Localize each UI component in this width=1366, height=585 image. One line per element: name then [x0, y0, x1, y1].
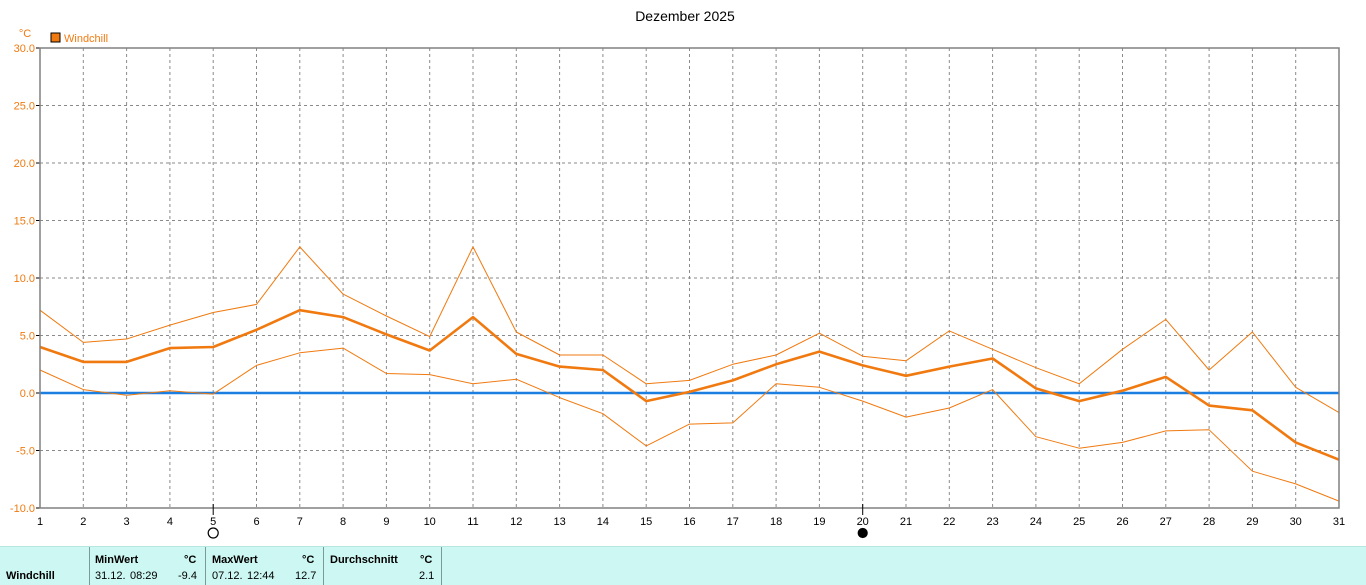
x-tick-label: 30 — [1290, 516, 1302, 528]
max-header: MaxWert — [212, 554, 258, 566]
grid-lines — [39, 47, 1340, 509]
x-tick-label: 2 — [80, 516, 86, 528]
min-cell: MinWert °C 31.12. 08:29 -9.4 — [89, 547, 206, 585]
x-tick-label: 24 — [1030, 516, 1042, 528]
x-tick-label: 3 — [124, 516, 130, 528]
min-unit: °C — [184, 554, 197, 566]
x-tick-label: 6 — [253, 516, 259, 528]
min-time: 08:29 — [130, 570, 158, 582]
plot-frame — [39, 47, 1340, 509]
stats-label-cell: Windchill — [0, 547, 90, 585]
y-axis-unit: °C — [19, 28, 31, 40]
max-unit: °C — [302, 554, 315, 566]
x-tick-label: 28 — [1203, 516, 1215, 528]
moon-phase-markers — [207, 504, 868, 539]
x-tick-label: 21 — [900, 516, 912, 528]
min-value: -9.4 — [178, 570, 197, 582]
x-tick-label: 7 — [297, 516, 303, 528]
legend-swatch — [50, 32, 61, 43]
max-date: 07.12. — [212, 570, 243, 582]
max-value: 12.7 — [295, 570, 317, 582]
y-tick-label: -10.0 — [10, 503, 35, 515]
x-tick-label: 20 — [857, 516, 869, 528]
avg-value: 2.1 — [419, 570, 435, 582]
y-tick-label: 20.0 — [14, 158, 35, 170]
y-tick-label: -5.0 — [16, 446, 35, 458]
windchill-chart: Dezember 2025 °C Windchill 30.025.020.01… — [10, 8, 1345, 539]
y-tick-label: 0.0 — [20, 388, 35, 400]
stats-row-label: Windchill — [6, 570, 55, 582]
x-axis-ticks: 1 2 3 4 5 6 7 8 9 10 11 12 13 14 15 16 17 18 19 20 21 22 23 24 2… — [37, 516, 1345, 528]
x-tick-label: 15 — [640, 516, 652, 528]
avg-unit: °C — [420, 554, 433, 566]
y-tick-label: 25.0 — [14, 101, 35, 113]
max-cell: MaxWert °C 07.12. 12:44 12.7 — [206, 547, 324, 585]
y-axis-ticks: 30.0 25.0 20.0 15.0 10.0 5.0 0.0 -5.0 -10.0 — [10, 43, 40, 515]
chart-title: Dezember 2025 — [635, 8, 735, 24]
series-line-avg — [39, 308, 1340, 461]
x-tick-label: 12 — [510, 516, 522, 528]
x-tick-label: 23 — [986, 516, 998, 528]
statistics-panel: Windchill MinWert °C 31.12. 08:29 -9.4 M… — [0, 546, 1366, 585]
avg-cell: Durchschnitt °C 2.1 — [324, 547, 442, 585]
x-tick-label: 17 — [727, 516, 739, 528]
x-tick-label: 16 — [683, 516, 695, 528]
x-tick-label: 1 — [37, 516, 43, 528]
x-tick-label: 11 — [467, 516, 478, 528]
min-date: 31.12. — [95, 570, 126, 582]
x-tick-label: 29 — [1246, 516, 1258, 528]
x-tick-label: 13 — [553, 516, 565, 528]
full-moon-icon — [207, 527, 219, 539]
y-tick-label: 30.0 — [14, 43, 35, 55]
y-tick-label: 5.0 — [20, 331, 35, 343]
x-tick-label: 19 — [813, 516, 825, 528]
series-line-max — [39, 246, 1340, 414]
x-tick-label: 18 — [770, 516, 782, 528]
avg-header: Durchschnitt — [330, 554, 398, 566]
y-tick-label: 10.0 — [14, 273, 35, 285]
y-tick-label: 15.0 — [14, 216, 35, 228]
x-tick-label: 8 — [340, 516, 346, 528]
legend-label: Windchill — [64, 33, 108, 45]
max-time: 12:44 — [247, 570, 275, 582]
x-tick-label: 10 — [424, 516, 436, 528]
x-tick-label: 5 — [210, 516, 216, 528]
x-tick-label: 9 — [383, 516, 389, 528]
x-tick-label: 27 — [1160, 516, 1172, 528]
series-line-min — [39, 347, 1340, 502]
x-tick-label: 14 — [597, 516, 609, 528]
min-header: MinWert — [95, 554, 139, 566]
x-tick-label: 22 — [943, 516, 955, 528]
x-tick-label: 4 — [167, 516, 173, 528]
series-lines — [39, 246, 1340, 502]
x-tick-label: 31 — [1333, 516, 1345, 528]
x-tick-label: 25 — [1073, 516, 1085, 528]
x-tick-label: 26 — [1116, 516, 1128, 528]
new-moon-icon — [857, 527, 868, 539]
